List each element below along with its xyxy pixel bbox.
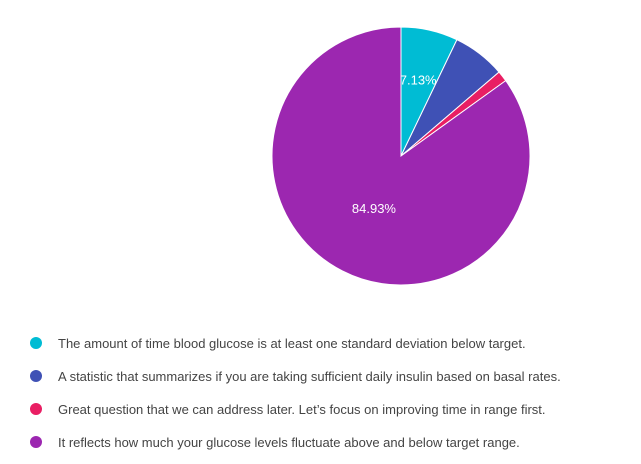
- pie-slice-4[interactable]: [271, 26, 531, 286]
- pie-slice-4-label: 84.93%: [352, 201, 397, 216]
- legend-label: A statistic that summarizes if you are t…: [58, 368, 561, 384]
- chart-legend: The amount of time blood glucose is at l…: [30, 332, 630, 464]
- legend-label: It reflects how much your glucose levels…: [58, 434, 520, 450]
- legend-swatch-icon: [30, 403, 42, 415]
- legend-item-3[interactable]: Great question that we can address later…: [30, 398, 630, 420]
- pie-chart: 7.13% 84.93%: [271, 26, 531, 286]
- legend-item-1[interactable]: The amount of time blood glucose is at l…: [30, 332, 630, 354]
- legend-label: Great question that we can address later…: [58, 401, 546, 417]
- legend-item-2[interactable]: A statistic that summarizes if you are t…: [30, 365, 630, 387]
- legend-swatch-icon: [30, 337, 42, 349]
- legend-swatch-icon: [30, 370, 42, 382]
- pie-slice-1-label: 7.13%: [400, 73, 437, 88]
- legend-swatch-icon: [30, 436, 42, 448]
- legend-item-4[interactable]: It reflects how much your glucose levels…: [30, 431, 630, 453]
- legend-label: The amount of time blood glucose is at l…: [58, 335, 526, 351]
- pie-chart-area: 7.13% 84.93%: [271, 26, 531, 286]
